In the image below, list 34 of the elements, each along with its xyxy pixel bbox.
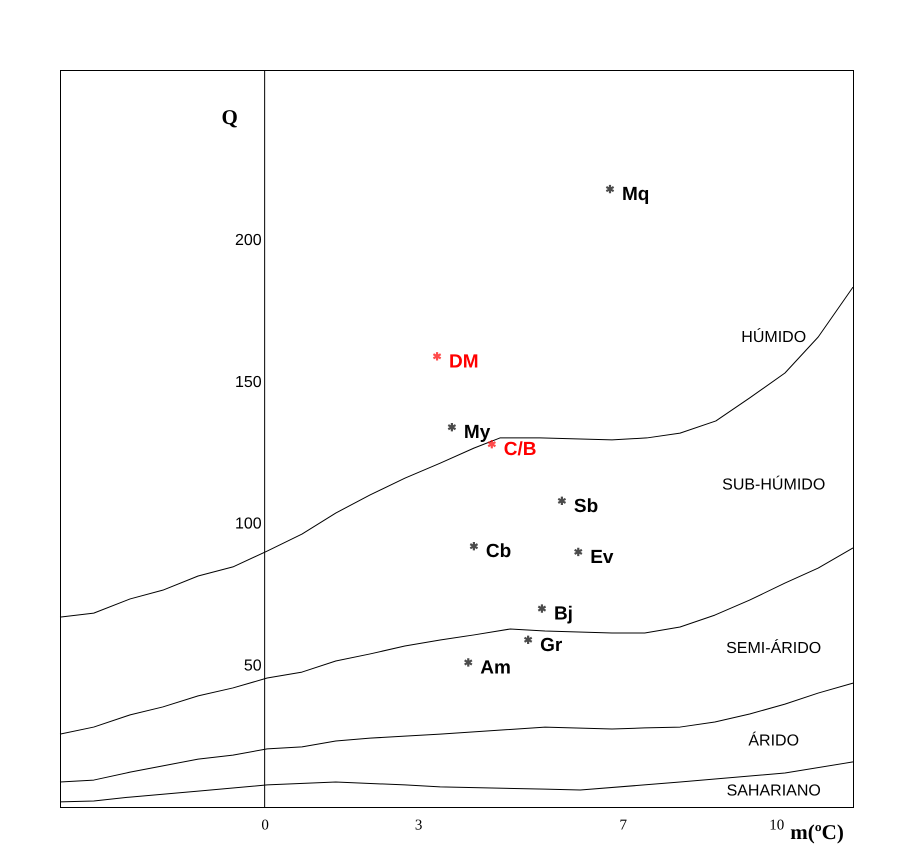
- point: [557, 496, 567, 506]
- series-label: Ev: [590, 546, 614, 568]
- point: [605, 184, 615, 194]
- annotation: SAHARIANO: [726, 782, 821, 800]
- y-tick-label: 150: [234, 374, 262, 391]
- series-label: Mq: [622, 184, 650, 206]
- x-tick-label: 0: [261, 818, 269, 834]
- series-label: Cb: [486, 541, 512, 562]
- annotation: ÁRIDO: [748, 732, 800, 750]
- point: [464, 657, 474, 668]
- point: [432, 351, 442, 362]
- x-tick-label: 3: [414, 818, 422, 834]
- annotation: HÚMIDO: [741, 328, 806, 346]
- annotation: SEMI-ÁRIDO: [726, 638, 822, 657]
- point: [469, 540, 479, 552]
- y-axis-title: Q: [221, 105, 238, 129]
- y-tick-label: 200: [234, 232, 262, 250]
- series-label: Gr: [540, 634, 563, 656]
- x-tick-label: 7: [620, 818, 628, 834]
- x-axis-title: m(ºC): [790, 820, 844, 844]
- x-tick-label: 10: [769, 818, 784, 834]
- series-label: C/B: [504, 439, 537, 460]
- y-tick-label: 100: [234, 516, 262, 533]
- point: [523, 634, 533, 646]
- series-label: My: [464, 422, 491, 444]
- series-label: DM: [449, 351, 479, 372]
- series-label: Bj: [554, 604, 573, 625]
- point: [447, 422, 457, 432]
- point: [537, 603, 547, 614]
- series-label: Am: [480, 657, 511, 678]
- annotation: SUB-HÚMIDO: [722, 476, 826, 494]
- series-label: Sb: [574, 496, 598, 517]
- y-tick-label: 50: [244, 657, 262, 674]
- point: [574, 546, 584, 558]
